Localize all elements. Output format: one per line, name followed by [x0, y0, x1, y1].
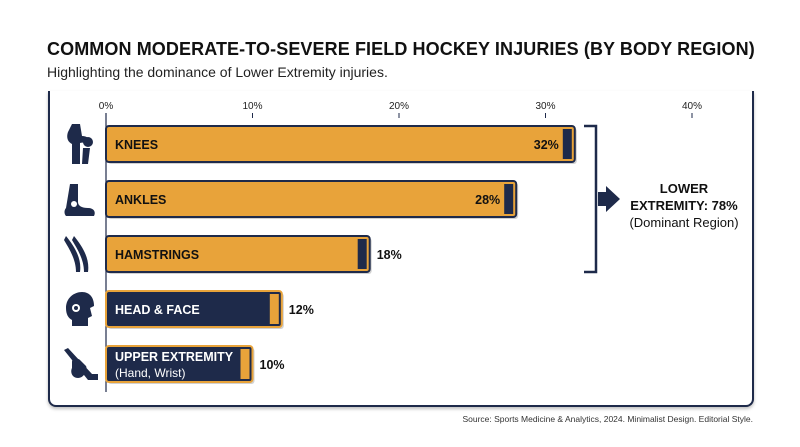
- bar-head-face: [105, 290, 283, 328]
- bar-ankles: [105, 180, 518, 218]
- bar-category-label: ANKLES: [115, 193, 166, 207]
- ankle-icon: [64, 184, 95, 216]
- bar-end-cap: [562, 129, 572, 159]
- x-tick-label: 20%: [389, 101, 409, 112]
- bar-category-label: UPPER EXTREMITY: [115, 350, 234, 364]
- helmet-icon: [66, 292, 94, 326]
- group-arrow: [598, 186, 620, 212]
- chart-title: COMMON MODERATE-TO-SEVERE FIELD HOCKEY I…: [47, 39, 755, 59]
- lower-extremity-bracket: [584, 124, 598, 274]
- x-tick-label: 40%: [682, 101, 702, 112]
- bar-end-cap: [357, 239, 367, 269]
- chart-subtitle: Highlighting the dominance of Lower Extr…: [47, 64, 388, 80]
- bar-hamstrings: [105, 235, 371, 273]
- bar-end-cap: [504, 184, 514, 214]
- bar-value-label: 28%: [475, 193, 500, 207]
- bar-end-cap: [240, 349, 250, 379]
- bar-knees: [105, 125, 576, 163]
- callout-line2: EXTREMITY: 78%: [630, 198, 738, 213]
- knee-icon: [67, 124, 93, 164]
- source-note: Source: Sports Medicine & Analytics, 202…: [462, 414, 753, 424]
- callout-line1: LOWER: [659, 181, 709, 196]
- bar-category-label: HAMSTRINGS: [115, 248, 199, 262]
- bar-category-label: KNEES: [115, 138, 158, 152]
- x-tick-label: 0%: [99, 101, 114, 112]
- hockey-stick-hand-icon: [64, 348, 98, 380]
- x-tick-label: 10%: [242, 101, 262, 112]
- bar-value-label: 10%: [260, 358, 285, 372]
- callout-line3: (Dominant Region): [629, 215, 739, 230]
- x-tick-label: 30%: [535, 101, 555, 112]
- bar-end-cap: [269, 294, 279, 324]
- bar-value-label: 18%: [377, 248, 402, 262]
- bar-category-sublabel: (Hand, Wrist): [115, 366, 185, 380]
- bar-value-label: 32%: [534, 138, 559, 152]
- group-callout: LOWER EXTREMITY: 78% (Dominant Region): [624, 180, 744, 231]
- bar-upper-extremity: [105, 345, 254, 383]
- bar-value-label: 12%: [289, 303, 314, 317]
- hamstring-icon: [64, 236, 89, 272]
- bar-category-label: HEAD & FACE: [115, 303, 200, 317]
